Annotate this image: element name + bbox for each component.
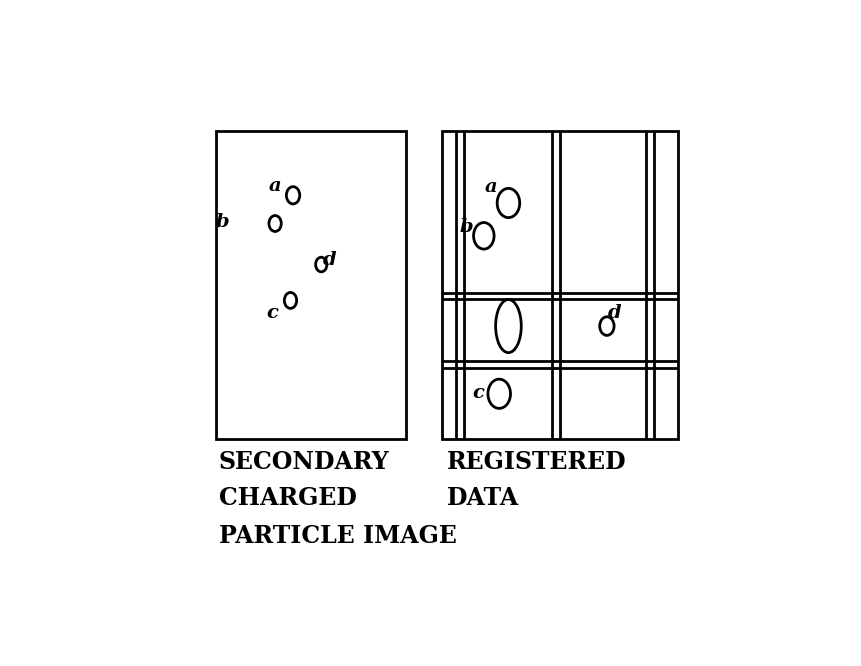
Ellipse shape bbox=[497, 188, 519, 218]
Ellipse shape bbox=[315, 257, 326, 272]
Text: REGISTERED: REGISTERED bbox=[446, 450, 626, 474]
Ellipse shape bbox=[284, 292, 296, 308]
Text: d: d bbox=[323, 252, 337, 270]
Text: c: c bbox=[266, 304, 278, 322]
Text: a: a bbox=[269, 177, 281, 195]
Ellipse shape bbox=[599, 317, 613, 336]
Ellipse shape bbox=[286, 186, 300, 204]
Text: c: c bbox=[472, 384, 484, 402]
Ellipse shape bbox=[473, 222, 493, 249]
Ellipse shape bbox=[269, 216, 281, 232]
FancyBboxPatch shape bbox=[442, 131, 677, 439]
Text: a: a bbox=[485, 178, 498, 196]
Text: DATA: DATA bbox=[446, 486, 518, 510]
Ellipse shape bbox=[495, 300, 521, 352]
Text: b: b bbox=[459, 218, 472, 236]
Text: SECONDARY: SECONDARY bbox=[219, 450, 389, 474]
Text: d: d bbox=[608, 304, 621, 322]
Text: PARTICLE IMAGE: PARTICLE IMAGE bbox=[219, 524, 456, 548]
Ellipse shape bbox=[487, 379, 510, 408]
Text: b: b bbox=[215, 214, 229, 232]
Text: CHARGED: CHARGED bbox=[219, 486, 356, 510]
FancyBboxPatch shape bbox=[216, 131, 406, 439]
